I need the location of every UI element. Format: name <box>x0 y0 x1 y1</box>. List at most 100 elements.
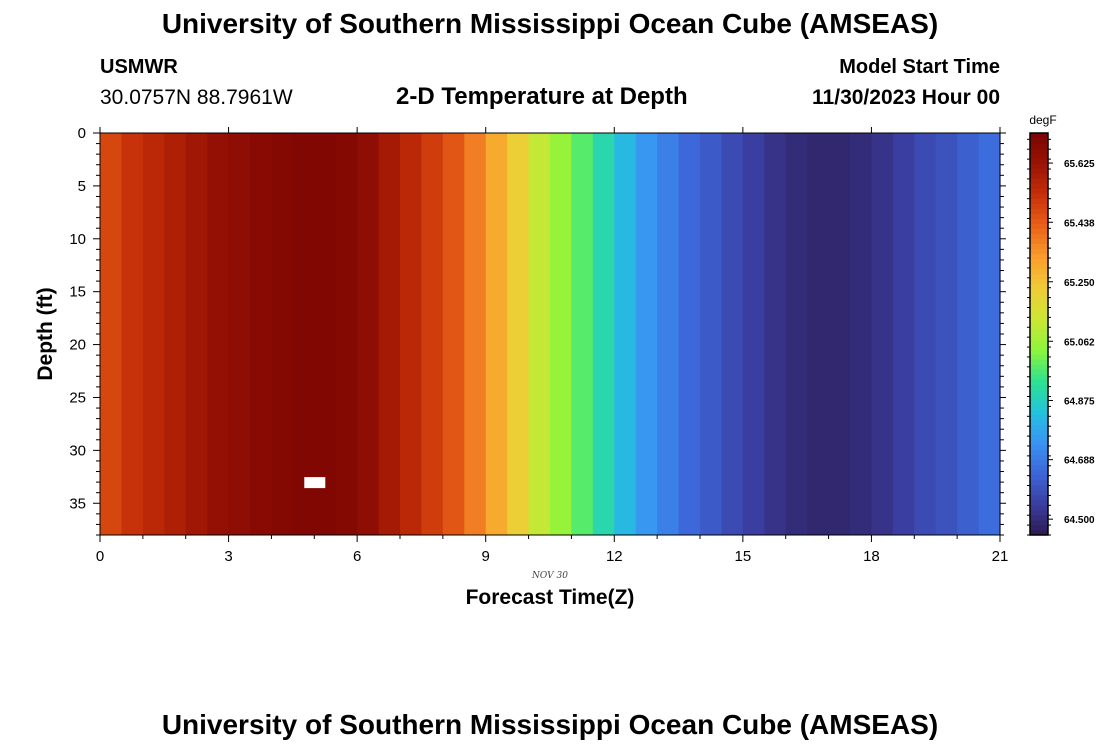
y-tick-label: 15 <box>69 284 86 301</box>
heatmap-cell <box>292 133 315 535</box>
colorbar-segment <box>1030 419 1048 425</box>
x-tick-label: 9 <box>482 548 490 565</box>
y-tick-label: 25 <box>69 389 86 406</box>
colorbar-segment <box>1030 133 1048 139</box>
colorbar-segment <box>1030 344 1048 350</box>
colorbar-segment <box>1030 429 1048 435</box>
colorbar-segment <box>1030 183 1048 189</box>
heatmap-cell <box>121 133 144 535</box>
date-label: NOV 30 <box>531 571 568 581</box>
colorbar-segment <box>1030 158 1048 164</box>
colorbar-segment <box>1030 153 1048 159</box>
heatmap-cell <box>785 133 808 535</box>
heatmap-cell <box>957 133 980 535</box>
colorbar-segment <box>1030 449 1048 456</box>
x-tick-label: 18 <box>863 548 880 565</box>
colorbar-segment <box>1030 389 1048 395</box>
colorbar-tick-label: 64.500 <box>1064 515 1095 526</box>
colorbar-tick-label: 65.250 <box>1064 278 1095 289</box>
colorbar-segment <box>1030 198 1048 204</box>
heatmap-cell <box>464 133 487 535</box>
colorbar-segment <box>1030 163 1048 169</box>
colorbar-segment <box>1030 409 1048 415</box>
colorbar-segment <box>1030 379 1048 385</box>
colorbar-segment <box>1030 364 1048 370</box>
colorbar-segment <box>1030 484 1048 491</box>
colorbar-segment <box>1030 499 1048 506</box>
missing-data-marker <box>304 477 326 489</box>
colorbar-segment <box>1030 524 1048 531</box>
heatmap-cell <box>378 133 401 535</box>
colorbar-segment <box>1030 328 1048 335</box>
heatmap-cell <box>185 133 208 535</box>
colorbar-segment <box>1030 399 1048 405</box>
colorbar-segment <box>1030 288 1048 295</box>
colorbar-segment <box>1030 283 1048 290</box>
colorbar-segment <box>1030 434 1048 441</box>
colorbar-segment <box>1030 439 1048 446</box>
x-tick-label: 15 <box>735 548 752 565</box>
colorbar-segment <box>1030 293 1048 300</box>
colorbar-segment <box>1030 148 1048 154</box>
colorbar-segment <box>1030 208 1048 214</box>
colorbar-segment <box>1030 138 1048 144</box>
x-tick-label: 21 <box>992 548 1009 565</box>
y-tick-label: 5 <box>78 178 86 195</box>
y-tick-label: 30 <box>69 442 86 459</box>
colorbar-segment <box>1030 253 1048 260</box>
y-tick-label: 0 <box>78 125 86 142</box>
colorbar-segment <box>1030 303 1048 310</box>
heatmap-cell <box>335 133 358 535</box>
heatmap-cell <box>442 133 465 535</box>
colorbar-segment <box>1030 334 1048 340</box>
colorbar-segment <box>1030 459 1048 466</box>
colorbar-segment <box>1030 374 1048 380</box>
chart-subtitle: 2-D Temperature at Depth <box>396 83 688 110</box>
colorbar-unit: degF <box>1029 113 1056 127</box>
heatmap-cell <box>850 133 873 535</box>
colorbar-segment <box>1030 514 1048 521</box>
colorbar-segment <box>1030 173 1048 179</box>
heatmap-cell <box>828 133 851 535</box>
colorbar-segment <box>1030 233 1048 240</box>
colorbar-tick-label: 64.875 <box>1064 396 1095 407</box>
colorbar-segment <box>1030 359 1048 365</box>
x-tick-label: 12 <box>606 548 623 565</box>
colorbar-segment <box>1030 213 1048 219</box>
colorbar-segment <box>1030 394 1048 400</box>
heatmap-cells <box>100 133 1001 535</box>
model-start-value: 11/30/2023 Hour 00 <box>812 86 1000 109</box>
colorbar-segment <box>1030 444 1048 451</box>
colorbar-segment <box>1030 168 1048 174</box>
colorbar-segment <box>1030 464 1048 471</box>
colorbar-tick-label: 65.625 <box>1064 159 1095 170</box>
heatmap-cell <box>314 133 337 535</box>
colorbar-segment <box>1030 494 1048 501</box>
heatmap-cell <box>400 133 423 535</box>
heatmap-cell <box>678 133 701 535</box>
colorbar-segment <box>1030 308 1048 315</box>
heatmap-cell <box>228 133 251 535</box>
heatmap-cell <box>657 133 680 535</box>
colorbar-segment <box>1030 143 1048 149</box>
heatmap-cell <box>592 133 615 535</box>
colorbar-segment <box>1030 354 1048 360</box>
colorbar-segment <box>1030 519 1048 526</box>
colorbar-segment <box>1030 258 1048 265</box>
heatmap-cell <box>807 133 830 535</box>
colorbar-tick-label: 65.438 <box>1064 218 1095 229</box>
colorbar-segment <box>1030 223 1048 229</box>
heatmap-cell <box>100 133 123 535</box>
heatmap-cell <box>421 133 444 535</box>
x-axis-label: Forecast Time(Z) <box>466 586 635 609</box>
colorbar-segment <box>1030 323 1048 330</box>
colorbar-segment <box>1030 454 1048 461</box>
colorbar-tick-label: 65.062 <box>1064 337 1095 348</box>
heatmap-cell <box>764 133 787 535</box>
colorbar-segment <box>1030 369 1048 375</box>
colorbar-segment <box>1030 263 1048 270</box>
colorbar-segment <box>1030 178 1048 184</box>
y-tick-label: 20 <box>69 337 86 354</box>
colorbar-segment <box>1030 509 1048 516</box>
axes: 0 3 6 9 12 15 18 21 0 5 10 15 20 25 30 35 <box>69 125 1008 565</box>
